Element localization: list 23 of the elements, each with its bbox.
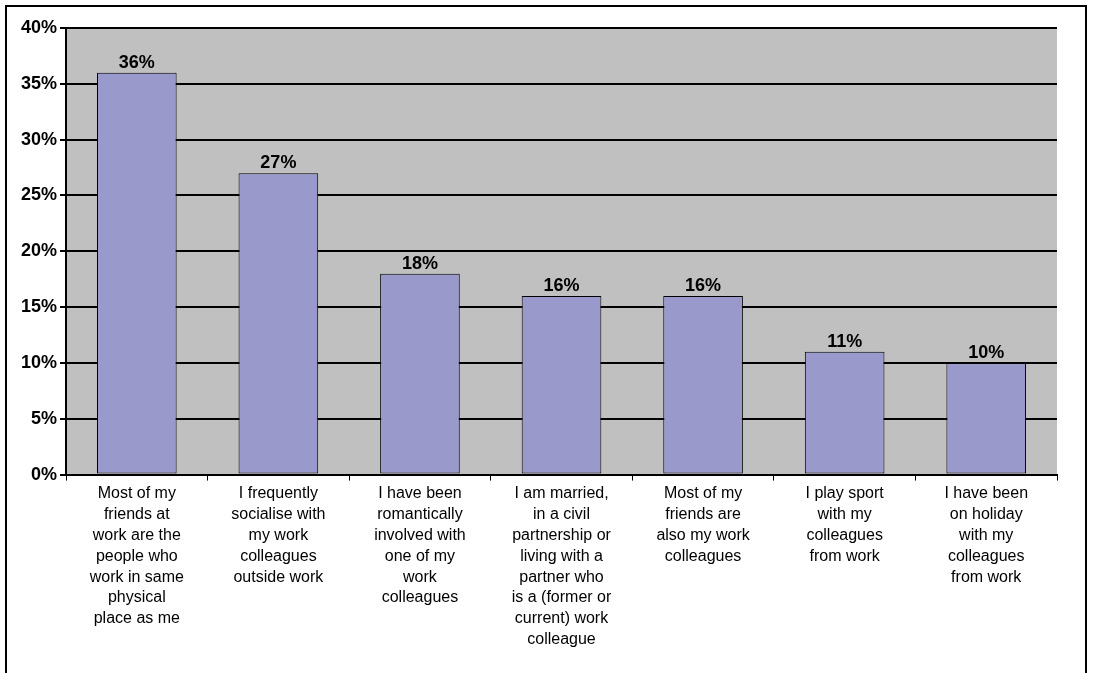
y-tick-label: 5% bbox=[31, 407, 58, 428]
x-tick-label: I play sport with my colleagues from work bbox=[805, 484, 885, 564]
y-tick-label: 40% bbox=[21, 16, 58, 37]
x-tick-label: Most of my friends at work are the people who work in same physical place as me bbox=[88, 484, 185, 627]
data-label: 18% bbox=[401, 252, 438, 273]
data-label: 10% bbox=[968, 341, 1005, 362]
y-tick-label: 20% bbox=[21, 240, 58, 261]
y-tick-label: 0% bbox=[31, 463, 58, 484]
x-tick-label: I frequently socialise with my work colleagues outside work bbox=[231, 484, 326, 585]
y-tick-label: 30% bbox=[21, 128, 58, 149]
x-tick-label: Most of my friends are also my work colleagues bbox=[656, 484, 751, 564]
data-label: 11% bbox=[827, 330, 863, 351]
x-tick-label: I have been romantically involved with one of my work colleagues bbox=[374, 484, 466, 606]
data-label: 27% bbox=[260, 152, 297, 173]
data-label: 16% bbox=[685, 274, 722, 295]
data-label: 36% bbox=[118, 51, 155, 72]
y-tick-label: 10% bbox=[21, 351, 58, 372]
x-tick-label: I am married, in a civil partnership or living with a partner who is a (former or current) work colleague bbox=[511, 484, 612, 648]
y-tick-label: 25% bbox=[21, 184, 58, 205]
y-tick-label: 15% bbox=[21, 296, 58, 317]
data-label: 16% bbox=[543, 274, 580, 295]
y-tick-label: 35% bbox=[21, 72, 58, 93]
x-tick-label: I have been on holiday with my colleagues from work bbox=[944, 484, 1029, 585]
